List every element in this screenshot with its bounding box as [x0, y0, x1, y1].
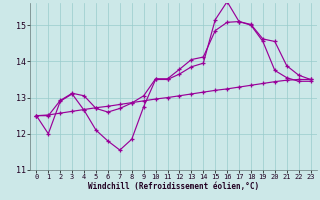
X-axis label: Windchill (Refroidissement éolien,°C): Windchill (Refroidissement éolien,°C): [88, 182, 259, 191]
